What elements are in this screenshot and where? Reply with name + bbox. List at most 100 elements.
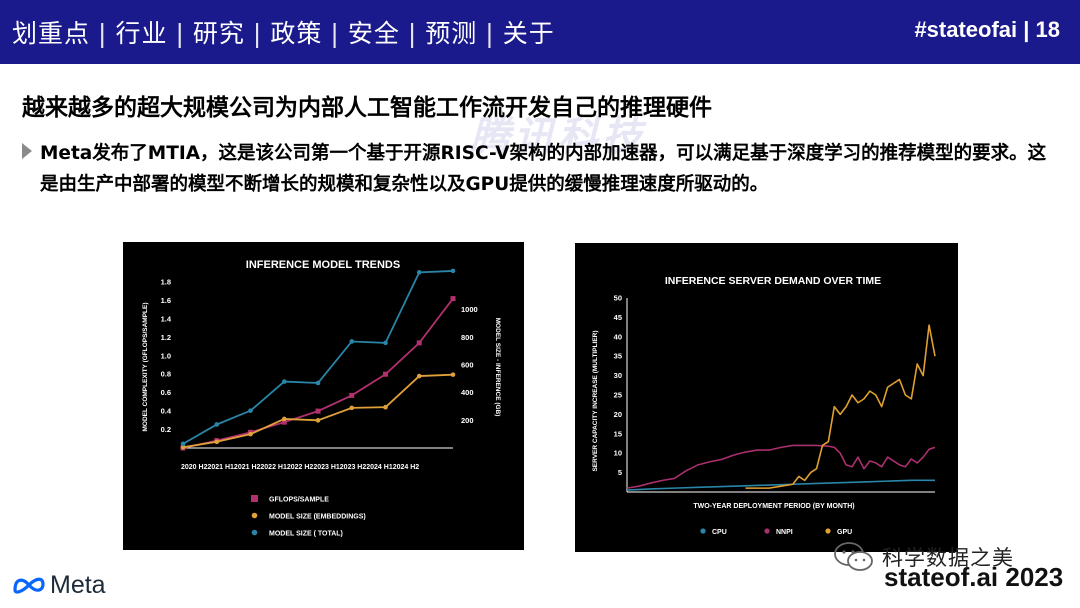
y-tick-label: 1.2 — [161, 333, 171, 342]
legend-marker — [700, 528, 706, 534]
y-tick-label: 0.4 — [161, 407, 172, 416]
y-tick-label: 0.2 — [161, 425, 171, 434]
data-point — [349, 339, 355, 344]
page-title: 越来越多的超大规模公司为内部人工智能工作流开发自己的推理硬件 — [22, 95, 712, 121]
data-point — [383, 340, 388, 346]
legend-marker — [251, 495, 258, 502]
bullet-text: Meta发布了MTIA，这是该公司第一个基于开源RISC-V架构的内部加速器，可… — [40, 143, 1047, 195]
y-tick-label: 1.6 — [161, 296, 171, 305]
y-right-tick-label: 1000 — [461, 305, 478, 314]
data-point — [416, 340, 422, 346]
legend-label: GFLOPS/SAMPLE — [269, 497, 329, 504]
meta-infinity-icon — [13, 577, 45, 594]
series-line-nnpi — [626, 444, 936, 489]
series-line-cpu — [626, 479, 935, 491]
data-point — [450, 296, 456, 302]
nav-item-industry[interactable]: 行业 — [115, 19, 168, 48]
data-point — [383, 404, 388, 410]
y-axis-right-label: MODEL SIZE - INFERENCE (GB) — [494, 318, 501, 417]
y-tick-label: 15 — [614, 429, 622, 438]
y-right-tick-label: 800 — [461, 333, 474, 342]
wechat-watermark: 科学数据之美 — [832, 540, 1014, 574]
y-right-tick-label: 200 — [461, 416, 474, 425]
nav-separator: | — [252, 19, 263, 48]
wechat-icon — [834, 542, 873, 571]
y-tick-label: 5 — [618, 468, 622, 477]
chart-inference-server-demand: INFERENCE SERVER DEMAND OVER TIME SERVER… — [592, 275, 936, 536]
header-bar: 划重点 | 行业 | 研究 | 政策 | 安全 | 预测 | 关于 #stateofai | 18 — [0, 0, 1080, 64]
data-point — [180, 441, 186, 447]
data-point — [383, 371, 388, 377]
y-tick-label: 45 — [614, 313, 622, 322]
y-tick-label: 20 — [614, 410, 622, 419]
legend-marker — [251, 512, 258, 519]
data-point — [416, 373, 422, 379]
data-point — [315, 418, 321, 423]
y-tick-label: 35 — [614, 352, 622, 361]
y-tick-label: 40 — [614, 332, 622, 341]
tencent-watermark: 腾讯科技 — [470, 114, 646, 160]
nav-separator: | — [330, 19, 340, 48]
bullet-triangle-icon — [22, 143, 32, 159]
legend-marker — [825, 528, 831, 534]
data-point — [248, 408, 253, 413]
nav-separator: | — [407, 19, 418, 48]
nav-item-safety[interactable]: 安全 — [347, 19, 400, 48]
legend-label: MODEL SIZE (EMBEDDINGS) — [269, 514, 366, 521]
meta-logo: Meta — [12, 570, 106, 600]
y-tick-label: 0.8 — [161, 370, 171, 379]
y-tick-label: 0.6 — [161, 388, 171, 397]
series-line-gflops-sample — [182, 298, 454, 449]
stateofai-brand: stateof.ai 2023 — [884, 562, 1064, 592]
y-tick-label: 10 — [614, 449, 622, 458]
data-point — [180, 445, 186, 450]
nav-item-policy[interactable]: 政策 — [270, 19, 323, 48]
x-tick-labels: 2020 H22021 H12021 H22022 H12022 H22023 … — [181, 464, 419, 471]
nav-item-about[interactable]: 关于 — [502, 19, 555, 48]
data-point — [214, 422, 220, 427]
inference-model-trends-chart: INFERENCE MODEL TRENDS MODEL COMPLEXITY … — [123, 242, 524, 550]
nav-item-predictions[interactable]: 预测 — [425, 19, 478, 48]
data-point — [450, 268, 456, 274]
y-tick-label: 30 — [614, 371, 622, 380]
nav-separator: | — [98, 19, 108, 48]
y-tick-label: 1.4 — [161, 314, 172, 323]
chart-inference-model-trends: INFERENCE MODEL TRENDS MODEL COMPLEXITY … — [142, 259, 501, 538]
data-point — [214, 439, 220, 445]
nav-separator: | — [175, 19, 185, 48]
y-tick-label: 25 — [614, 391, 622, 400]
data-point — [281, 416, 287, 422]
y-right-tick-label: 600 — [461, 361, 474, 370]
data-point — [315, 408, 321, 414]
legend-marker — [764, 528, 770, 534]
meta-logo-text: Meta — [50, 570, 106, 599]
data-point — [315, 380, 321, 386]
legend-label: NNPI — [776, 529, 793, 536]
y-tick-label: 1.8 — [161, 278, 171, 287]
series-line-model-size-total- — [182, 270, 454, 445]
wechat-watermark-text: 科学数据之美 — [882, 546, 1014, 570]
slide-tag: #stateofai | 18 — [914, 17, 1060, 42]
legend-label: CPU — [712, 529, 727, 536]
y-tick-label: 1.0 — [161, 351, 171, 360]
chart-title: INFERENCE SERVER DEMAND OVER TIME — [665, 275, 881, 287]
data-point — [281, 419, 287, 425]
x-axis-label: TWO-YEAR DEPLOYMENT PERIOD (BY MONTH) — [693, 503, 854, 510]
nav-separator: | — [485, 19, 495, 48]
data-point — [349, 392, 355, 398]
data-point — [248, 431, 253, 437]
y-axis-label: SERVER CAPACITY INCREASE (MULTIPLIER) — [592, 330, 599, 471]
data-point — [450, 372, 456, 377]
y-right-tick-label: 400 — [461, 388, 474, 397]
y-tick-label: 50 — [614, 294, 622, 303]
data-point — [349, 405, 355, 411]
inference-server-demand-chart: INFERENCE SERVER DEMAND OVER TIME SERVER… — [575, 243, 958, 552]
chart-title: INFERENCE MODEL TRENDS — [246, 259, 400, 271]
legend-label: GPU — [837, 529, 852, 536]
nav-item-research[interactable]: 研究 — [192, 19, 245, 48]
legend-marker — [251, 529, 258, 536]
series-line-gpu — [745, 324, 936, 489]
top-nav: 划重点 | 行业 | 研究 | 政策 | 安全 | 预测 | 关于 — [12, 14, 555, 50]
y-axis-label: MODEL COMPLEXITY (GFLOPS/SAMPLE) — [142, 302, 149, 431]
nav-item-highlights[interactable]: 划重点 — [12, 19, 91, 48]
